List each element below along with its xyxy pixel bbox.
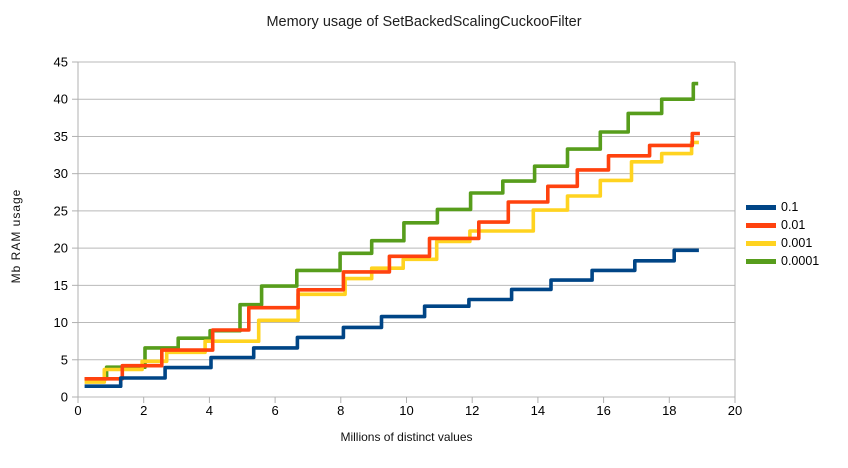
y-tick-label-35: 35 xyxy=(54,129,68,144)
legend-swatch-0.001 xyxy=(746,241,776,246)
legend: 0.1 0.01 0.001 0.0001 xyxy=(746,200,820,269)
y-tick-label-5: 5 xyxy=(61,352,68,367)
series-line-0.001 xyxy=(84,140,699,384)
legend-label: 0.01 xyxy=(781,218,806,233)
x-tick-label-12: 12 xyxy=(465,403,479,418)
series-line-0.01 xyxy=(84,131,700,381)
x-tick-label-4: 4 xyxy=(206,403,213,418)
x-tick-label-14: 14 xyxy=(531,403,545,418)
y-tick-label-25: 25 xyxy=(54,203,68,218)
y-tick-label-15: 15 xyxy=(54,278,68,293)
legend-item-0.0001: 0.0001 xyxy=(746,254,820,269)
x-tick-label-16: 16 xyxy=(596,403,610,418)
legend-item-0.1: 0.1 xyxy=(746,200,819,215)
x-tick-label-0: 0 xyxy=(74,403,81,418)
legend-swatch-0.01 xyxy=(746,223,776,228)
y-tick-label-0: 0 xyxy=(61,390,68,405)
legend-label: 0.0001 xyxy=(781,254,820,269)
legend-label: 0.1 xyxy=(781,200,799,215)
x-tick-label-10: 10 xyxy=(399,403,413,418)
x-tick-label-20: 20 xyxy=(728,403,742,418)
y-tick-label-20: 20 xyxy=(54,241,68,256)
legend-item-0.001: 0.001 xyxy=(746,236,819,251)
x-tick-label-2: 2 xyxy=(140,403,147,418)
x-tick-label-18: 18 xyxy=(662,403,676,418)
legend-swatch-0.0001 xyxy=(746,259,776,264)
y-tick-label-30: 30 xyxy=(54,166,68,181)
chart-title: Memory usage of SetBackedScalingCuckooFi… xyxy=(266,14,582,30)
x-axis-title: Millions of distinct values xyxy=(340,430,473,444)
x-tick-label-6: 6 xyxy=(271,403,278,418)
y-tick-label-10: 10 xyxy=(54,315,68,330)
legend-swatch-0.1 xyxy=(746,205,776,210)
y-tick-label-40: 40 xyxy=(54,92,68,107)
legend-label: 0.001 xyxy=(781,236,813,251)
series-line-0.1 xyxy=(84,248,699,388)
y-tick-label-45: 45 xyxy=(54,55,68,70)
legend-item-0.01: 0.01 xyxy=(746,218,819,233)
x-tick-label-8: 8 xyxy=(337,403,344,418)
series-line-0.0001 xyxy=(84,81,699,381)
